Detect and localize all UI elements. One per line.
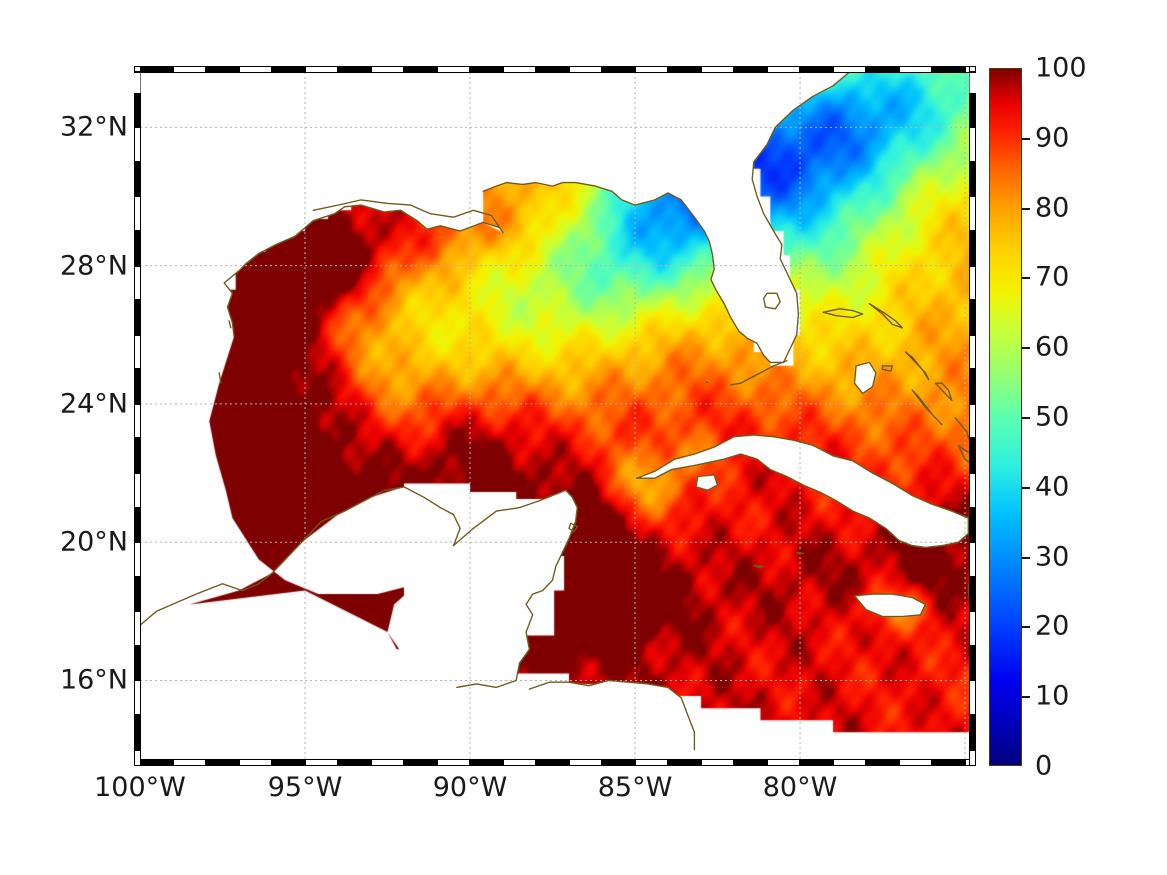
map-border-right [969,66,976,766]
map-axes[interactable] [140,72,970,760]
colorbar-tick-label: 50 [1035,401,1070,433]
colorbar-tick-label: 40 [1035,471,1070,503]
colorbar-tick-label: 20 [1035,610,1070,642]
colorbar-tick-label: 30 [1035,541,1070,573]
colorbar-gradient [989,68,1022,766]
coastline-and-grid-overlay [140,72,970,760]
colorbar-tick-mark [1022,417,1030,419]
colorbar-tick-label: 70 [1035,261,1070,293]
colorbar-tick-label: 80 [1035,192,1070,224]
map-plot-area [140,72,970,760]
heatmap-raster [140,72,970,760]
lat-tick-label: 28°N [59,250,128,282]
map-border-top [134,66,976,73]
colorbar-tick-label: 100 [1035,52,1087,84]
colorbar-tick-label: 90 [1035,122,1070,154]
lat-tick-label: 20°N [59,526,128,558]
colorbar-tick-mark [1022,696,1030,699]
colorbar-tick-label: 10 [1035,680,1070,712]
colorbar[interactable]: 100 90 80 70 60 50 40 30 20 10 0 [989,53,1087,782]
map-border-bottom [134,759,976,766]
lon-tick-label: 95°W [267,772,343,803]
lon-tick-label: 100°W [94,772,186,803]
colorbar-tick-label: 60 [1035,331,1070,363]
colorbar-tick-mark [1022,556,1030,559]
lat-tick-label: 16°N [59,664,128,696]
lat-tick-label: 24°N [59,388,128,420]
colorbar-tick-mark [1022,137,1030,140]
lon-tick-label: 90°W [432,772,508,803]
lat-tick-label: 32°N [59,111,128,143]
colorbar-tick-mark [1022,277,1030,280]
colorbar-tick-mark [1022,207,1030,210]
colorbar-tick-label: 0 [1035,750,1053,782]
gridlines [140,72,970,760]
coastlines [140,72,970,751]
colorbar-tick-mark [1022,486,1030,489]
lon-tick-label: 85°W [597,772,673,803]
map-border-left [134,66,141,766]
lon-tick-label: 80°W [762,772,838,803]
colorbar-tick-mark [1022,626,1030,629]
colorbar-tick-mark [1022,347,1030,350]
